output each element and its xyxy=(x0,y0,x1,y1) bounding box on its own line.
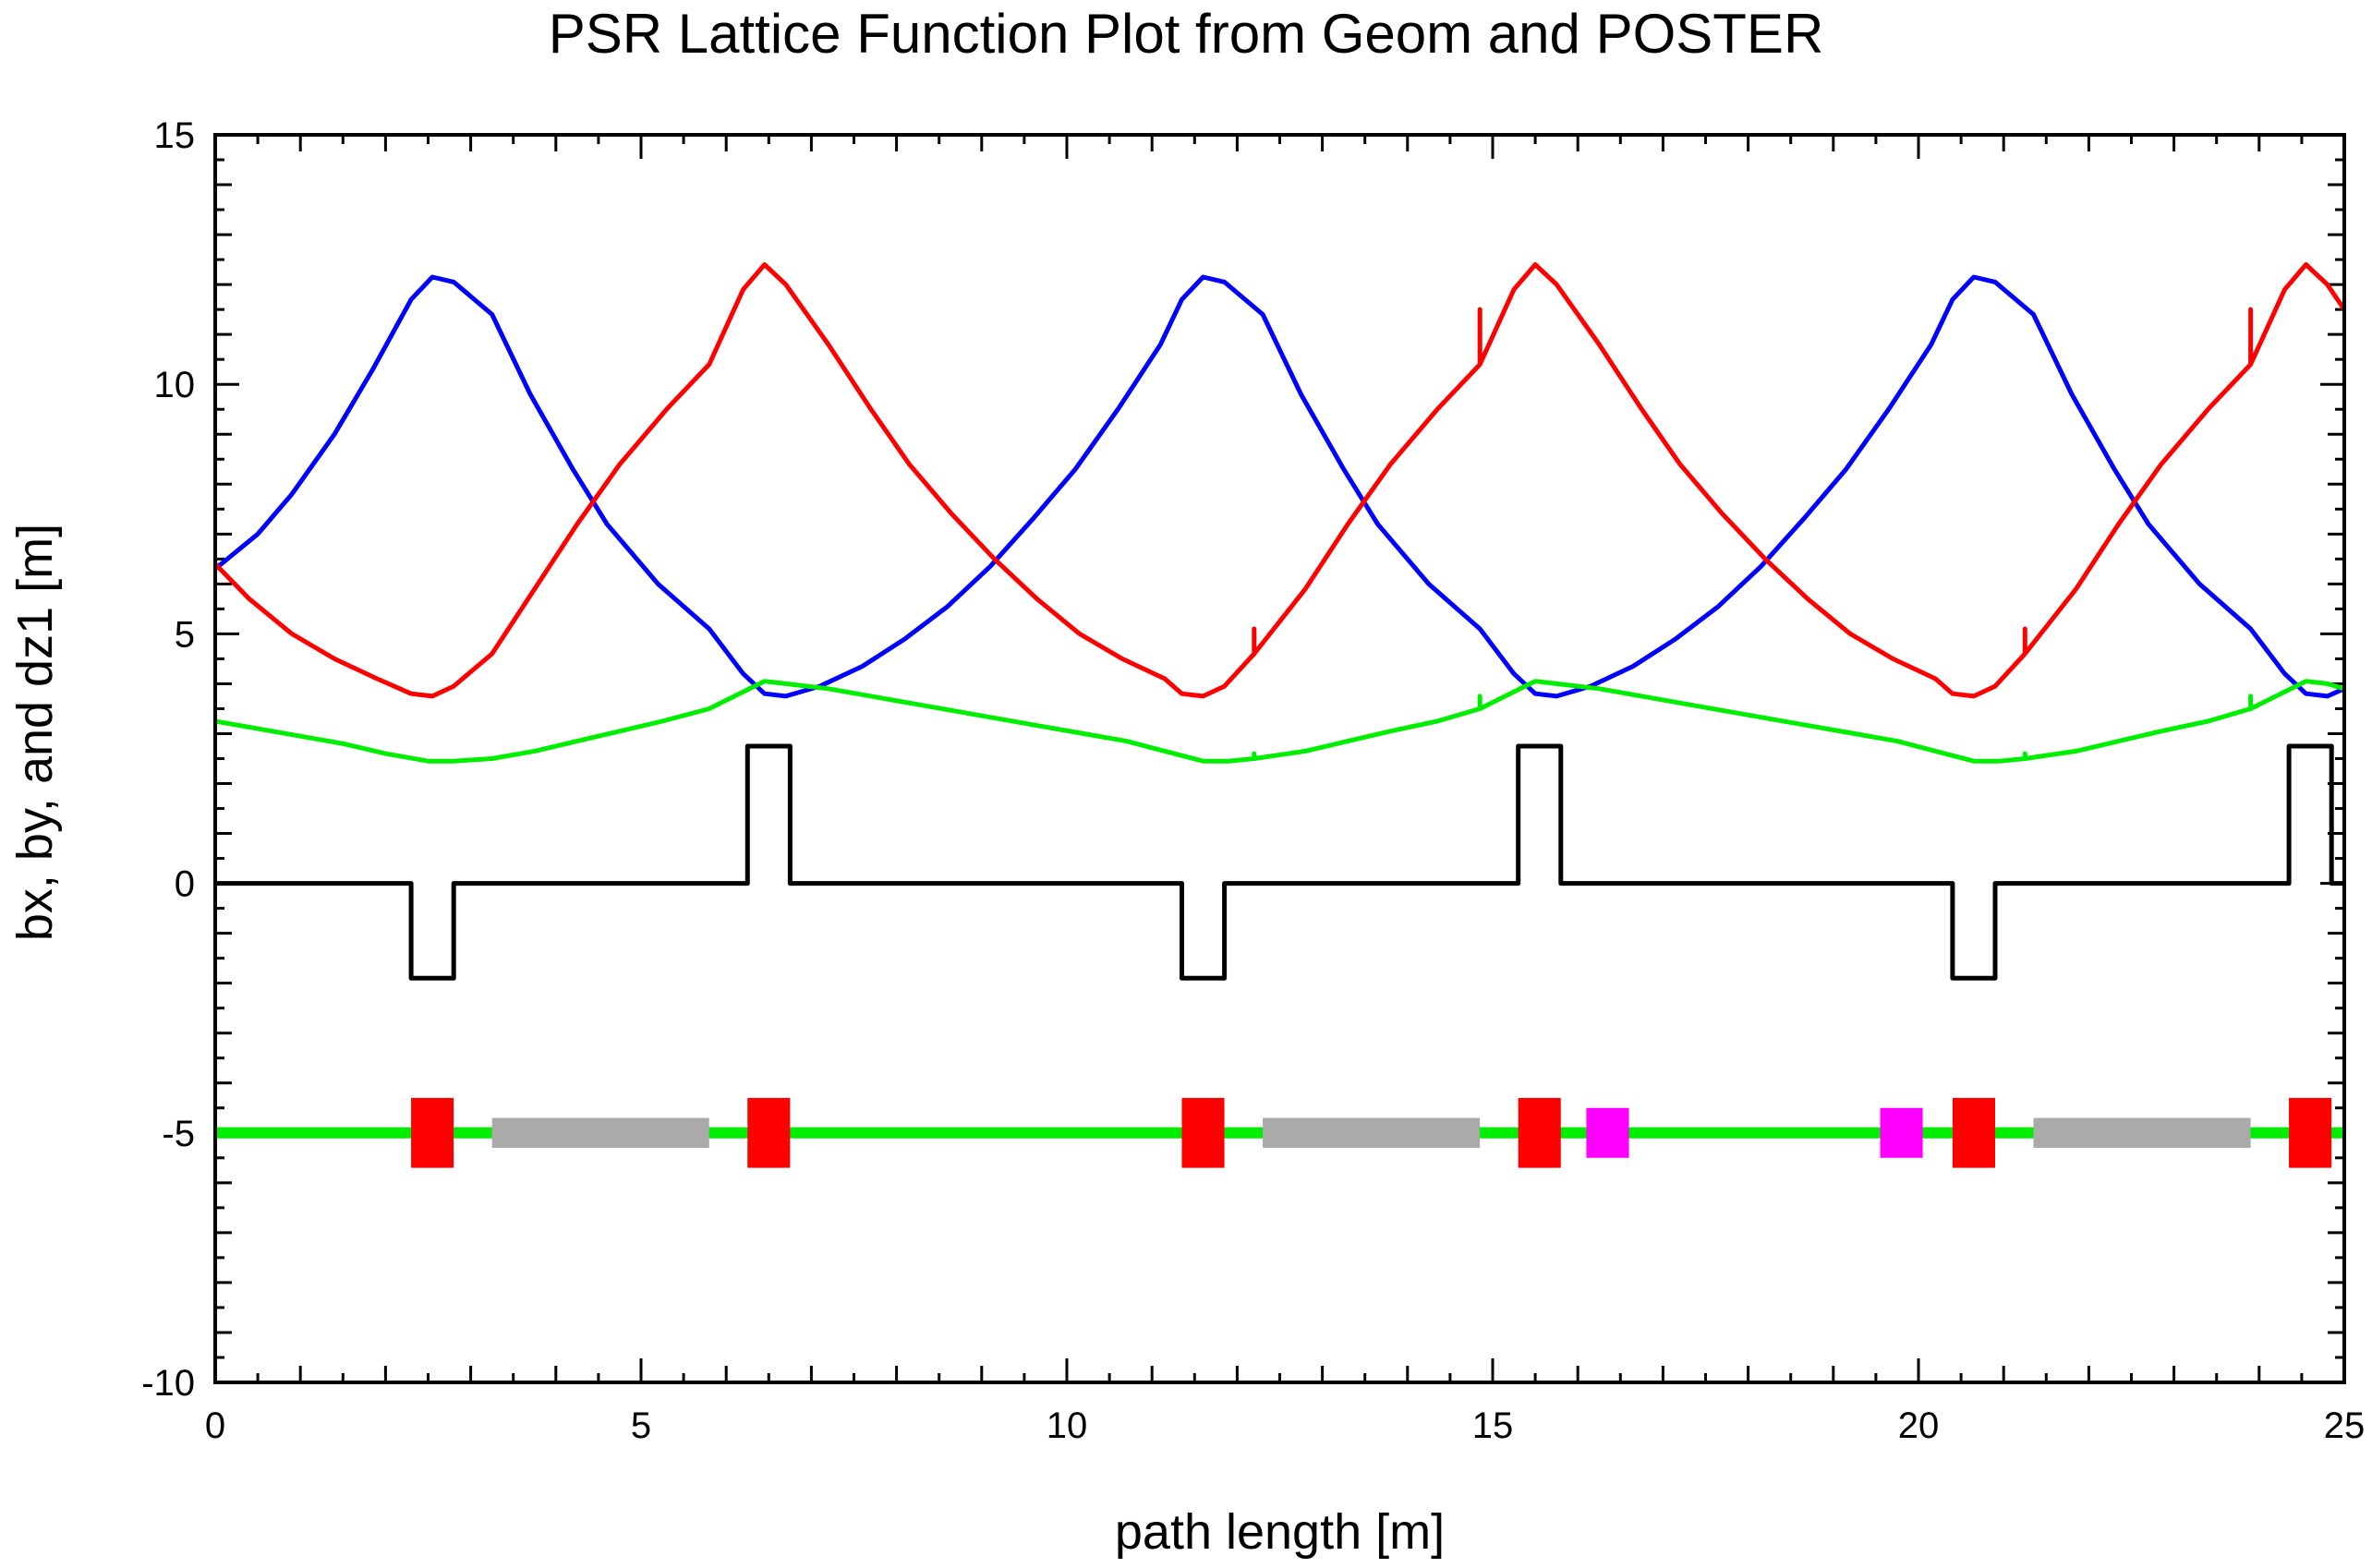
tick-labels: 0 5 10 15 20 25 -10 -5 0 5 10 15 xyxy=(141,115,2365,1446)
series-lines xyxy=(213,262,2347,981)
x-tick-label: 10 xyxy=(1047,1405,1088,1446)
lattice-element-block xyxy=(1263,1117,1481,1149)
x-axis-label: path length [m] xyxy=(1114,1504,1446,1560)
chart-title: PSR Lattice Function Plot from Geom and … xyxy=(548,3,1824,65)
lattice-element-block xyxy=(491,1117,709,1149)
x-tick-label: 15 xyxy=(1472,1405,1514,1446)
lattice-element-block xyxy=(1952,1097,1995,1168)
x-tick-label: 0 xyxy=(205,1405,225,1446)
y-tick-label: -10 xyxy=(141,1363,195,1404)
y-tick-label: -5 xyxy=(162,1114,195,1154)
y-tick-label: 10 xyxy=(154,365,196,405)
lattice-element-block xyxy=(747,1097,791,1168)
series-line-1 xyxy=(213,274,2346,699)
lattice-element-block xyxy=(1586,1107,1629,1158)
lattice-element-block xyxy=(411,1097,454,1168)
y-tick-label: 0 xyxy=(175,864,195,905)
y-tick-label: 15 xyxy=(154,115,196,156)
lattice-element-block xyxy=(1880,1107,1923,1158)
series-line-3 xyxy=(214,679,2345,764)
plot-frame xyxy=(213,133,2346,1384)
x-tick-label: 5 xyxy=(631,1405,651,1446)
lattice-element-block xyxy=(1518,1097,1561,1168)
series-line-2 xyxy=(213,262,2347,699)
y-tick-label: 5 xyxy=(175,614,195,655)
lattice-element-block xyxy=(2033,1117,2251,1149)
lattice-element-block xyxy=(1181,1097,1225,1168)
x-tick-label: 25 xyxy=(2324,1405,2366,1446)
lattice-elements xyxy=(215,1097,2344,1168)
y-axis-label: bx, by, and dz1 [m] xyxy=(7,523,63,942)
x-tick-label: 20 xyxy=(1898,1405,1940,1446)
series-line-4 xyxy=(215,743,2344,981)
lattice-element-block xyxy=(2289,1097,2332,1168)
